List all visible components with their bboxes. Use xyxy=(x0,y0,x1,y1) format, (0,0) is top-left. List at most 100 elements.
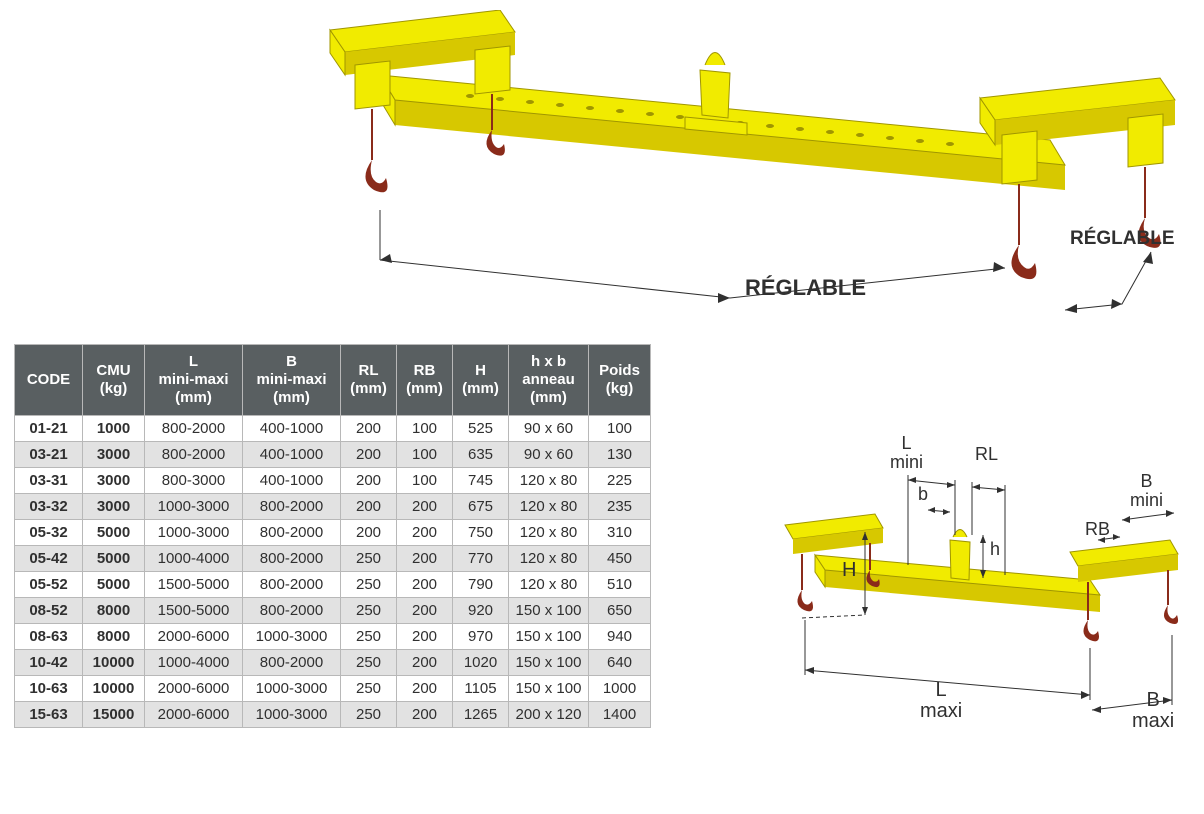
table-cell: 90 x 60 xyxy=(509,416,589,442)
table-cell: 510 xyxy=(589,572,651,598)
spec-table-body: 01-211000800-2000400-100020010052590 x 6… xyxy=(15,416,651,728)
table-cell: 200 xyxy=(397,702,453,728)
table-cell: 8000 xyxy=(83,598,145,624)
table-cell: 5000 xyxy=(83,546,145,572)
dim-label-Bmini: B mini xyxy=(1130,472,1163,510)
table-cell: 250 xyxy=(341,702,397,728)
table-cell: 08-63 xyxy=(15,624,83,650)
table-cell: 920 xyxy=(453,598,509,624)
table-cell: 1000-4000 xyxy=(145,546,243,572)
table-cell: 800-2000 xyxy=(243,546,341,572)
table-row: 01-211000800-2000400-100020010052590 x 6… xyxy=(15,416,651,442)
table-cell: 100 xyxy=(589,416,651,442)
dim-label-b: b xyxy=(918,485,928,504)
table-cell: 120 x 80 xyxy=(509,520,589,546)
dim-label-h: h xyxy=(990,540,1000,559)
table-cell: 3000 xyxy=(83,494,145,520)
table-cell: 90 x 60 xyxy=(509,442,589,468)
col-header: RB(mm) xyxy=(397,345,453,416)
table-cell: 01-21 xyxy=(15,416,83,442)
table-cell: 790 xyxy=(453,572,509,598)
table-cell: 3000 xyxy=(83,468,145,494)
col-header: Bmini-maxi(mm) xyxy=(243,345,341,416)
table-row: 03-3230001000-3000800-2000200200675120 x… xyxy=(15,494,651,520)
col-header: h x banneau(mm) xyxy=(509,345,589,416)
col-header: H(mm) xyxy=(453,345,509,416)
table-cell: 100 xyxy=(397,416,453,442)
table-cell: 200 xyxy=(397,494,453,520)
table-cell: 200 xyxy=(397,624,453,650)
col-header: Lmini-maxi(mm) xyxy=(145,345,243,416)
table-cell: 800-2000 xyxy=(243,520,341,546)
table-row: 08-6380002000-60001000-3000250200970150 … xyxy=(15,624,651,650)
table-cell: 15000 xyxy=(83,702,145,728)
table-cell: 250 xyxy=(341,650,397,676)
table-cell: 1000-3000 xyxy=(145,494,243,520)
table-cell: 800-2000 xyxy=(145,416,243,442)
table-cell: 150 x 100 xyxy=(509,624,589,650)
table-cell: 1400 xyxy=(589,702,651,728)
table-cell: 1000-3000 xyxy=(243,624,341,650)
table-cell: 640 xyxy=(589,650,651,676)
table-cell: 1500-5000 xyxy=(145,572,243,598)
table-cell: 200 x 120 xyxy=(509,702,589,728)
table-cell: 200 xyxy=(341,468,397,494)
table-cell: 10-42 xyxy=(15,650,83,676)
table-cell: 200 xyxy=(397,676,453,702)
table-cell: 130 xyxy=(589,442,651,468)
table-cell: 310 xyxy=(589,520,651,546)
table-cell: 10000 xyxy=(83,676,145,702)
table-cell: 650 xyxy=(589,598,651,624)
table-cell: 05-42 xyxy=(15,546,83,572)
table-cell: 800-3000 xyxy=(145,468,243,494)
table-cell: 1500-5000 xyxy=(145,598,243,624)
table-cell: 120 x 80 xyxy=(509,468,589,494)
table-cell: 745 xyxy=(453,468,509,494)
table-cell: 10-63 xyxy=(15,676,83,702)
table-cell: 750 xyxy=(453,520,509,546)
table-cell: 1020 xyxy=(453,650,509,676)
table-cell: 250 xyxy=(341,598,397,624)
table-cell: 770 xyxy=(453,546,509,572)
table-cell: 2000-6000 xyxy=(145,702,243,728)
table-cell: 200 xyxy=(397,546,453,572)
table-cell: 635 xyxy=(453,442,509,468)
table-cell: 200 xyxy=(397,520,453,546)
table-cell: 2000-6000 xyxy=(145,676,243,702)
table-cell: 1000 xyxy=(83,416,145,442)
col-header: CODE xyxy=(15,345,83,416)
table-cell: 5000 xyxy=(83,520,145,546)
dim-label-Lmini: L mini xyxy=(890,434,923,472)
table-cell: 400-1000 xyxy=(243,468,341,494)
table-cell: 150 x 100 xyxy=(509,676,589,702)
table-cell: 400-1000 xyxy=(243,416,341,442)
table-cell: 450 xyxy=(589,546,651,572)
dim-label-H: H xyxy=(842,560,856,581)
top-beam-svg xyxy=(300,10,1180,330)
col-header: CMU(kg) xyxy=(83,345,145,416)
table-cell: 225 xyxy=(589,468,651,494)
table-row: 05-5250001500-5000800-2000250200790120 x… xyxy=(15,572,651,598)
spec-table: CODECMU(kg)Lmini-maxi(mm)Bmini-maxi(mm)R… xyxy=(14,344,651,728)
table-cell: 120 x 80 xyxy=(509,572,589,598)
dim-label-RL: RL xyxy=(975,445,998,464)
table-cell: 03-21 xyxy=(15,442,83,468)
table-cell: 250 xyxy=(341,572,397,598)
table-cell: 8000 xyxy=(83,624,145,650)
table-cell: 1000-3000 xyxy=(243,676,341,702)
col-header: RL(mm) xyxy=(341,345,397,416)
table-row: 08-5280001500-5000800-2000250200920150 x… xyxy=(15,598,651,624)
table-cell: 235 xyxy=(589,494,651,520)
table-cell: 1000 xyxy=(589,676,651,702)
reglable-label-2: RÉGLABLE xyxy=(1070,228,1175,250)
table-cell: 1000-4000 xyxy=(145,650,243,676)
table-cell: 100 xyxy=(397,468,453,494)
table-cell: 200 xyxy=(397,572,453,598)
table-cell: 150 x 100 xyxy=(509,598,589,624)
table-row: 10-63100002000-60001000-3000250200110515… xyxy=(15,676,651,702)
table-row: 03-213000800-2000400-100020010063590 x 6… xyxy=(15,442,651,468)
table-cell: 5000 xyxy=(83,572,145,598)
table-cell: 1105 xyxy=(453,676,509,702)
spec-table-head: CODECMU(kg)Lmini-maxi(mm)Bmini-maxi(mm)R… xyxy=(15,345,651,416)
table-cell: 03-31 xyxy=(15,468,83,494)
